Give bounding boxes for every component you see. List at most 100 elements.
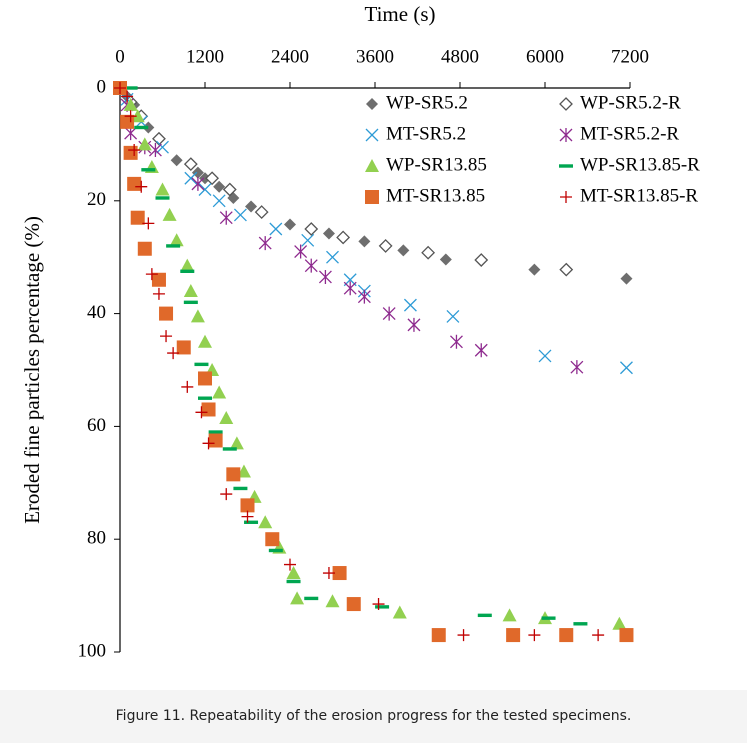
x-tick-label: 1200 [186, 46, 224, 67]
series [113, 81, 574, 277]
marker [134, 125, 149, 130]
marker [612, 616, 627, 630]
marker [457, 629, 470, 642]
marker [198, 371, 212, 386]
marker [135, 180, 148, 193]
marker [212, 194, 226, 208]
marker [570, 360, 584, 375]
marker [265, 532, 280, 547]
marker [167, 347, 180, 360]
legend-label: WP-SR13.85 [386, 154, 487, 175]
marker [114, 82, 126, 94]
marker [284, 218, 296, 231]
marker [541, 616, 556, 620]
y-tick-label: 0 [97, 76, 107, 97]
marker [128, 144, 141, 157]
marker [160, 330, 173, 343]
marker [198, 334, 212, 348]
marker [318, 269, 332, 284]
legend-item: WP-SR13.85 [365, 154, 487, 175]
x-tick-label: 6000 [526, 46, 564, 67]
marker [219, 210, 233, 225]
series [113, 81, 627, 630]
marker [431, 628, 446, 643]
legend-label: WP-SR5.2-R [580, 92, 681, 113]
series [113, 81, 584, 375]
marker [382, 306, 396, 321]
marker [152, 287, 165, 300]
marker [205, 171, 220, 186]
legend-marker [559, 128, 573, 142]
marker [258, 515, 273, 529]
legend-marker [560, 191, 572, 203]
series [123, 86, 588, 626]
marker [358, 235, 371, 248]
marker [325, 594, 340, 608]
marker [137, 137, 152, 151]
marker [245, 200, 258, 213]
marker [208, 430, 223, 434]
marker [123, 145, 138, 160]
marker [343, 281, 357, 296]
marker [559, 628, 574, 643]
marker [195, 406, 208, 419]
legend-marker [559, 164, 573, 168]
marker [151, 272, 166, 287]
legend-item: MT-SR5.2 [365, 123, 466, 144]
legend-label: WP-SR13.85-R [580, 154, 700, 175]
marker [184, 171, 198, 185]
legend-label: WP-SR5.2 [386, 92, 468, 113]
legend-item: MT-SR13.85 [365, 185, 485, 206]
marker [286, 579, 301, 584]
marker [142, 217, 155, 230]
legend-label: MT-SR5.2-R [580, 123, 679, 144]
marker [332, 566, 347, 581]
marker [322, 567, 335, 580]
marker [326, 250, 339, 264]
marker [284, 558, 296, 571]
y-tick-label: 100 [78, 640, 107, 661]
x-tick-label: 7200 [611, 46, 649, 67]
marker [156, 140, 169, 154]
marker [233, 208, 247, 222]
marker [378, 239, 393, 253]
marker [506, 628, 521, 643]
marker [346, 597, 361, 612]
y-tick-label: 60 [87, 415, 106, 436]
marker [142, 121, 155, 134]
legend-label: MT-SR13.85-R [580, 185, 698, 206]
marker [202, 437, 215, 450]
series [113, 81, 633, 375]
marker [241, 510, 254, 523]
marker [176, 340, 191, 355]
marker [222, 447, 237, 451]
marker [244, 520, 259, 524]
marker [528, 263, 541, 276]
marker [199, 172, 211, 185]
legend-marker [559, 97, 573, 111]
marker [191, 166, 204, 179]
marker [169, 233, 184, 247]
marker [528, 629, 541, 642]
marker [392, 605, 407, 619]
legend-label: MT-SR5.2 [386, 123, 466, 144]
marker [222, 182, 237, 197]
marker [220, 488, 233, 501]
marker [375, 605, 390, 609]
marker [127, 176, 142, 191]
marker [130, 109, 145, 123]
legend-label: MT-SR13.85 [386, 185, 485, 206]
marker [372, 598, 385, 611]
marker [477, 613, 492, 618]
marker [226, 467, 241, 482]
marker [336, 230, 351, 245]
marker [190, 309, 205, 323]
marker [145, 268, 158, 281]
marker [159, 306, 174, 321]
marker [421, 245, 436, 260]
marker [304, 222, 319, 236]
series [114, 82, 633, 285]
marker [213, 180, 226, 193]
marker [180, 269, 195, 273]
legend-item: WP-SR5.2-R [559, 92, 681, 113]
